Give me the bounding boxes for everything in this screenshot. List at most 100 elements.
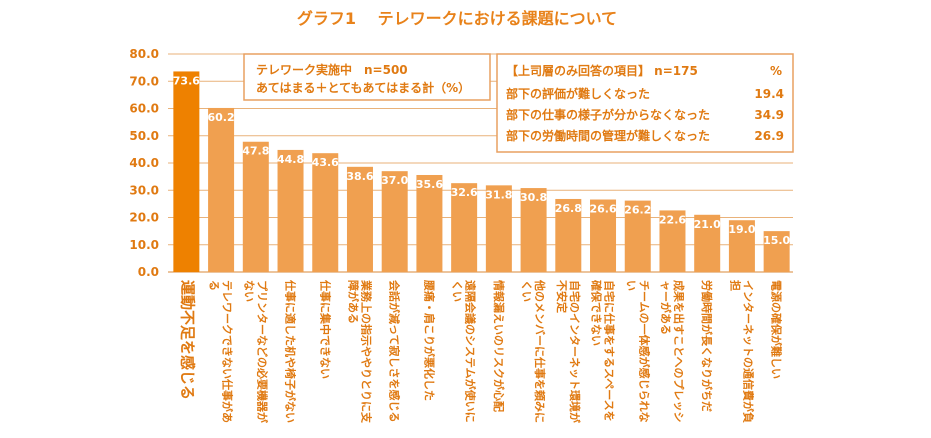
category-label-line: る [208, 280, 221, 291]
bar-value-label: 43.6 [312, 156, 339, 169]
category-label-line: 電源の確保が難しい [770, 280, 784, 379]
bars: 73.6 60.2 47.8 44.8 43.6 38.6 37.0 35.6 32.6 31.8… [173, 71, 791, 272]
category-label: 電源の確保が難しい [770, 280, 784, 379]
category-label-line: 業務上の指示ややりとりに支 [359, 279, 373, 424]
category-label-line: 会話が減って寂しさを感じる [388, 280, 402, 422]
supervisor-item-value: 26.9 [754, 129, 784, 143]
category-label-line: 担 [728, 280, 742, 291]
bar-value-label: 37.0 [381, 174, 408, 187]
bar-value-label: 26.6 [589, 203, 616, 216]
bar-value-label: 21.0 [694, 218, 721, 231]
category-label-line: 不安定 [555, 280, 569, 313]
supervisor-item-value: 19.4 [754, 87, 784, 101]
category-label-line: 遠隔会議のシステムが使いに [464, 280, 478, 423]
category-label-line: 運動不足を感じる [178, 280, 196, 400]
bar [555, 198, 582, 272]
note-line-2: あてはまる＋とてもあてはまる計（%） [256, 80, 470, 95]
category-label-line: チームの一体感が感じられな [637, 280, 651, 423]
category-label: 情報漏えいのリスクが心配 [492, 280, 506, 412]
category-label: 会話が減って寂しさを感じる [388, 280, 402, 422]
supervisor-item-value: 34.9 [754, 108, 784, 122]
bar [242, 141, 269, 272]
category-label-line: 成果を出すことへのプレッシ [672, 280, 686, 422]
y-axis: 0.0 10.0 20.0 30.0 40.0 50.0 60.0 70.0 80.0 [129, 47, 159, 279]
note-line-1: テレワーク実施中 n=500 [256, 62, 408, 77]
bar-value-label: 60.2 [208, 111, 235, 124]
category-label-line: 仕事に適した机や椅子がない [284, 279, 298, 423]
note-box: テレワーク実施中 n=500 あてはまる＋とてもあてはまる計（%） [243, 53, 491, 101]
category-label-line: 仕事に集中できない [318, 279, 332, 379]
supervisor-item-label: 部下の仕事の様子が分からなくなった [506, 107, 710, 122]
y-tick-label: 60.0 [129, 102, 159, 116]
category-label-line: 他のメンバーに仕事を頼みに [533, 279, 547, 423]
bar [277, 149, 304, 272]
category-label: 仕事に集中できない [318, 279, 332, 379]
bar [208, 107, 235, 272]
bar-value-label: 19.0 [728, 223, 755, 236]
category-label-line: テレワークできない仕事があ [221, 280, 235, 423]
bar [312, 153, 339, 272]
bar-value-label: 47.8 [242, 145, 269, 158]
category-label-line: 障がある [346, 280, 360, 324]
category-label-line: プリンターなどの必要機器が [255, 280, 269, 423]
y-tick-label: 70.0 [129, 74, 159, 88]
bar [451, 183, 478, 272]
category-label-line: 情報漏えいのリスクが心配 [492, 280, 506, 412]
category-label: 運動不足を感じる [178, 280, 196, 400]
y-tick-label: 20.0 [129, 211, 159, 225]
bar-value-label: 30.8 [520, 191, 547, 204]
bar [520, 188, 547, 272]
bar [485, 185, 512, 272]
note-box-frame [243, 53, 491, 101]
bar-value-label: 26.8 [555, 202, 582, 215]
category-label-line: ない [242, 280, 255, 302]
y-tick-label: 30.0 [129, 183, 159, 197]
category-label-line: くい [451, 280, 464, 302]
category-label: 仕事に適した机や椅子がない [284, 279, 298, 423]
bar-value-label: 73.6 [173, 74, 200, 87]
supervisor-item-label: 部下の評価が難しくなった [506, 86, 650, 101]
category-label-line: 腰痛・肩こりが悪化した [422, 279, 436, 401]
y-tick-label: 80.0 [129, 47, 159, 61]
y-tick-label: 0.0 [138, 265, 159, 279]
category-label-line: インターネットの通信費が負 [741, 280, 755, 423]
supervisor-unit: % [770, 64, 782, 78]
supervisor-box: 【上司層のみ回答の項目】 n=175 % 部下の評価が難しくなった 19.4 部下の… [496, 53, 794, 153]
bar-value-label: 44.8 [277, 153, 304, 166]
bar [416, 174, 443, 272]
category-label-line: 労働時間が長くなりがちだ [700, 280, 714, 412]
bar-value-label: 31.8 [485, 188, 512, 201]
bar [346, 166, 373, 272]
y-tick-label: 40.0 [129, 156, 159, 170]
bar-value-label: 15.0 [763, 234, 790, 247]
bar [590, 199, 617, 272]
category-label: 労働時間が長くなりがちだ [700, 280, 714, 412]
bar [659, 210, 686, 272]
category-label: 腰痛・肩こりが悪化した [422, 279, 436, 401]
bar-value-label: 32.6 [451, 186, 478, 199]
chart-title: グラフ1 テレワークにおける課題について [297, 9, 617, 28]
bar-value-label: 22.6 [659, 213, 686, 226]
category-label-line: ャーがある [659, 280, 673, 335]
category-label-line: くい [520, 280, 533, 302]
bar [173, 71, 200, 272]
category-label-line: い [624, 280, 637, 291]
bar-value-label: 26.2 [624, 204, 651, 217]
bar [763, 231, 790, 272]
category-label-line: 確保できない [590, 280, 604, 346]
supervisor-header: 【上司層のみ回答の項目】 n=175 [506, 63, 698, 78]
y-tick-label: 50.0 [129, 129, 159, 143]
bar [728, 220, 755, 272]
